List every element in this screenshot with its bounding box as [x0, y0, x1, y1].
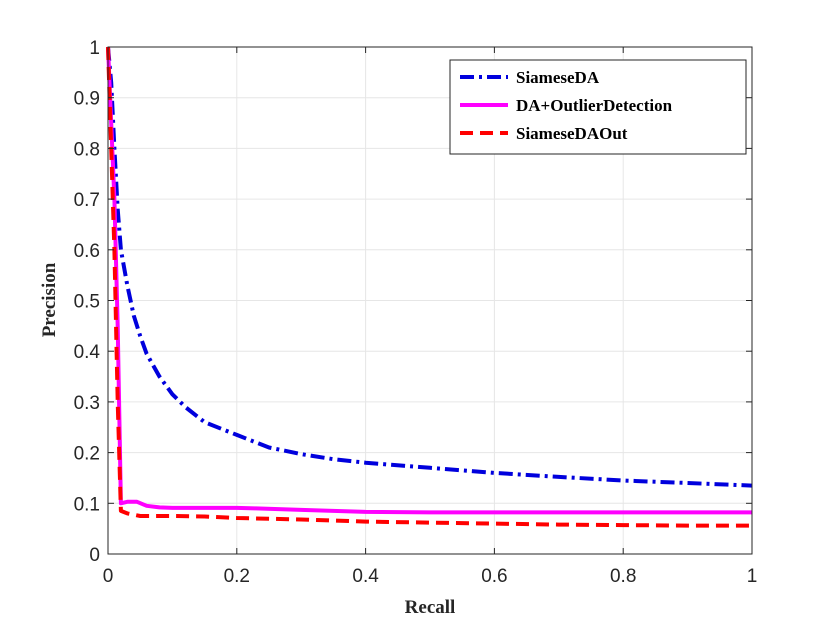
- y-tick-label: 0.8: [74, 139, 100, 160]
- y-tick-label: 0.7: [74, 190, 100, 211]
- series-layer: [106, 46, 753, 528]
- legend-label: DA+OutlierDetection: [516, 96, 673, 115]
- legend-label: SiameseDA: [516, 68, 600, 87]
- series-line-siamesedaout: [106, 46, 752, 528]
- y-tick-label: 0.5: [74, 292, 100, 313]
- x-tick-label: 0.4: [352, 566, 379, 587]
- y-axis-title: Precision: [39, 262, 60, 337]
- y-tick-label: 1: [89, 38, 100, 59]
- y-tick-label: 0.9: [74, 89, 100, 110]
- x-tick-label: 1: [747, 566, 758, 587]
- x-tick-label: 0.2: [224, 566, 250, 587]
- y-tick-label: 0.1: [74, 494, 100, 515]
- y-tick-label: 0.4: [74, 342, 101, 363]
- ticks: 0 0.2 0.4 0.6 0.8 1 0 0.1 0.2 0.3 0.4 0.5 0.6 0.7 0.8 0…: [74, 38, 758, 587]
- legend-label: SiameseDAOut: [516, 124, 628, 143]
- series-line-siameseda: [106, 46, 753, 488]
- y-tick-label: 0.2: [74, 444, 100, 465]
- x-tick-label: 0.8: [610, 566, 636, 587]
- y-tick-label: 0.6: [74, 241, 100, 262]
- x-tick-label: 0.6: [481, 566, 507, 587]
- x-tick-label: 0: [103, 566, 114, 587]
- y-tick-label: 0.3: [74, 393, 100, 414]
- x-axis-title: Recall: [405, 597, 456, 618]
- y-tick-label: 0: [89, 545, 100, 566]
- legend: SiameseDA DA+OutlierDetection SiameseDAOut: [449, 59, 747, 155]
- grid: [107, 46, 753, 555]
